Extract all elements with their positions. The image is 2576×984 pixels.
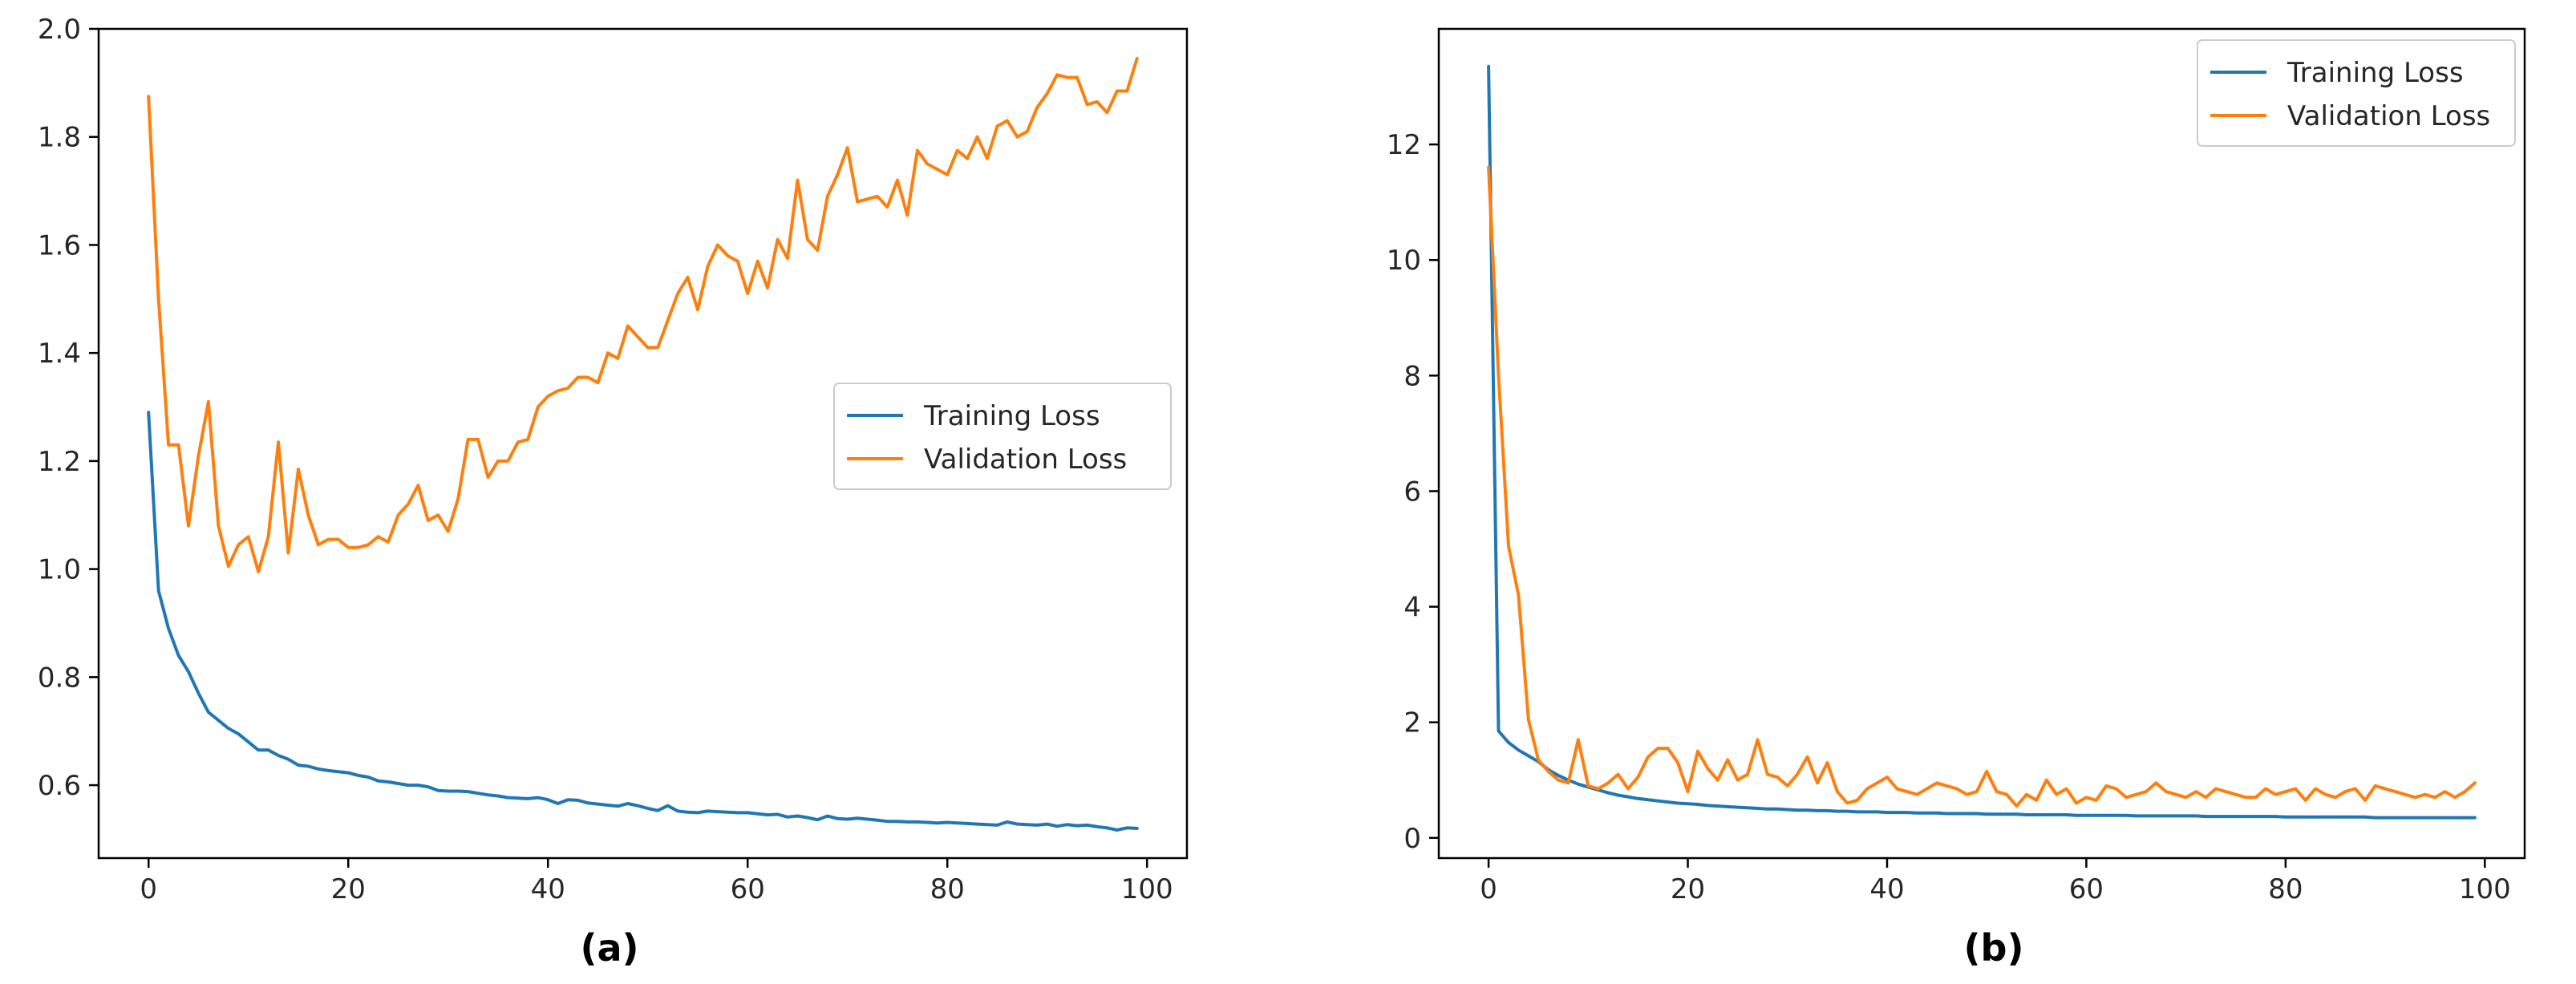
x-tick-label: 40 <box>531 873 565 905</box>
y-tick-label: 1.8 <box>38 122 81 154</box>
x-tick-label: 0 <box>1480 873 1497 905</box>
series-line-training-loss <box>147 411 1139 832</box>
y-tick-label: 8 <box>1403 360 1421 392</box>
x-tick-label: 80 <box>930 873 965 905</box>
axes-frame <box>97 27 1189 860</box>
y-tick-label: 2.0 <box>38 14 81 46</box>
x-tick-label: 60 <box>731 873 765 905</box>
x-tick-label: 20 <box>1671 873 1705 905</box>
x-tick-label: 40 <box>1869 873 1904 905</box>
y-tick-label: 6 <box>1403 476 1421 508</box>
series-line-validation-loss <box>147 57 1139 573</box>
series-line-validation-loss <box>1487 165 2477 808</box>
axes-frame <box>1437 27 2526 860</box>
legend-label: Training Loss <box>2286 57 2464 89</box>
y-tick-label: 10 <box>1387 245 1421 277</box>
panel-b: 0 20 40 60 80 100 0 2 4 6 8 10 12 Training Loss Valida… <box>1387 27 2526 970</box>
legend-box <box>833 383 1172 490</box>
legend-label: Training Loss <box>923 400 1100 432</box>
y-tick-label: 1.4 <box>38 338 81 370</box>
x-tick-label: 60 <box>2069 873 2104 905</box>
y-tick-label: 1.6 <box>38 229 81 261</box>
y-tick-label: 4 <box>1403 592 1421 624</box>
x-tick-label: 0 <box>140 873 157 905</box>
y-tick-label: 1.2 <box>38 446 81 478</box>
legend-label: Validation Loss <box>924 443 1127 476</box>
panel-a: 0 20 40 60 80 100 0.6 0.8 1.0 1.2 1.4 1.6 1.8 2.0 Trai… <box>38 14 1189 970</box>
x-tick-label: 80 <box>2268 873 2303 905</box>
x-tick-label: 20 <box>331 873 366 905</box>
x-tick-label: 100 <box>1121 873 1173 905</box>
panel-label: (b) <box>1964 926 2024 970</box>
x-tick-label: 100 <box>2459 873 2511 905</box>
y-tick-label: 0 <box>1403 823 1421 855</box>
legend-box <box>2197 39 2516 147</box>
legend-label: Validation Loss <box>2287 100 2490 132</box>
series-line-training-loss <box>1487 64 2477 820</box>
y-tick-label: 0.6 <box>38 770 81 802</box>
y-tick-label: 1.0 <box>38 554 81 586</box>
y-tick-label: 12 <box>1387 129 1421 161</box>
legend: Training Loss Validation Loss <box>833 383 1172 490</box>
panel-label: (a) <box>580 926 638 970</box>
y-tick-label: 0.8 <box>38 662 81 694</box>
y-tick-label: 2 <box>1403 707 1421 739</box>
legend: Training Loss Validation Loss <box>2197 39 2516 147</box>
